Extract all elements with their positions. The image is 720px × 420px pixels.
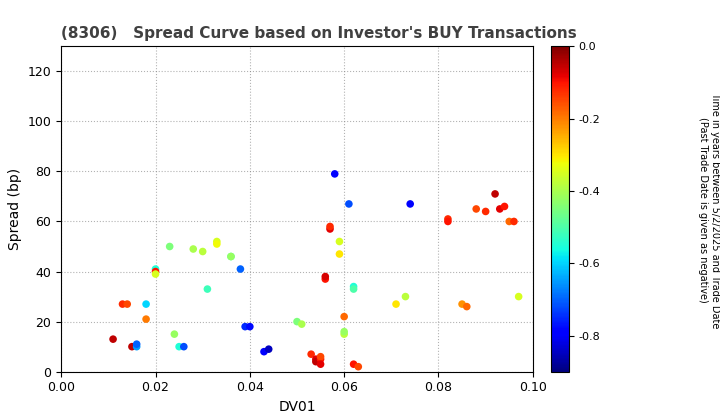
Point bbox=[211, 238, 222, 245]
Point bbox=[343, 201, 355, 207]
Point bbox=[348, 361, 359, 368]
Point bbox=[263, 346, 274, 352]
Point bbox=[150, 268, 161, 275]
Point bbox=[315, 361, 326, 368]
X-axis label: DV01: DV01 bbox=[278, 400, 316, 414]
Point bbox=[178, 343, 189, 350]
Point bbox=[239, 323, 251, 330]
Point bbox=[187, 246, 199, 252]
Text: Time in years between 5/2/2025 and Trade Date
(Past Trade Date is given as negat: Time in years between 5/2/2025 and Trade… bbox=[698, 92, 720, 328]
Point bbox=[333, 238, 345, 245]
Point bbox=[405, 201, 416, 207]
Point bbox=[174, 343, 185, 350]
Point bbox=[150, 266, 161, 273]
Point bbox=[235, 266, 246, 273]
Point bbox=[390, 301, 402, 307]
Point bbox=[244, 323, 256, 330]
Point bbox=[126, 343, 138, 350]
Point bbox=[494, 205, 505, 212]
Point bbox=[400, 293, 411, 300]
Point bbox=[508, 218, 520, 225]
Point bbox=[150, 270, 161, 277]
Point bbox=[202, 286, 213, 292]
Point bbox=[296, 321, 307, 328]
Point bbox=[164, 243, 176, 250]
Point bbox=[490, 191, 501, 197]
Point bbox=[310, 358, 322, 365]
Point bbox=[117, 301, 128, 307]
Point bbox=[470, 205, 482, 212]
Point bbox=[320, 276, 331, 282]
Point bbox=[442, 218, 454, 225]
Point bbox=[140, 301, 152, 307]
Point bbox=[197, 248, 209, 255]
Point bbox=[338, 313, 350, 320]
Point bbox=[315, 353, 326, 360]
Point bbox=[329, 171, 341, 177]
Point bbox=[140, 316, 152, 323]
Point bbox=[353, 363, 364, 370]
Point bbox=[225, 253, 237, 260]
Point bbox=[122, 301, 133, 307]
Y-axis label: Spread (bp): Spread (bp) bbox=[8, 168, 22, 250]
Point bbox=[324, 223, 336, 230]
Point bbox=[131, 341, 143, 347]
Point bbox=[324, 226, 336, 232]
Point bbox=[310, 356, 322, 362]
Point bbox=[348, 286, 359, 292]
Point bbox=[225, 253, 237, 260]
Point bbox=[107, 336, 119, 343]
Point bbox=[503, 218, 515, 225]
Point bbox=[513, 293, 524, 300]
Point bbox=[456, 301, 468, 307]
Text: (8306)   Spread Curve based on Investor's BUY Transactions: (8306) Spread Curve based on Investor's … bbox=[61, 26, 577, 41]
Point bbox=[461, 303, 472, 310]
Point bbox=[305, 351, 317, 357]
Point bbox=[348, 283, 359, 290]
Point bbox=[480, 208, 491, 215]
Point bbox=[258, 348, 270, 355]
Point bbox=[333, 251, 345, 257]
Point bbox=[315, 356, 326, 362]
Point bbox=[131, 343, 143, 350]
Point bbox=[211, 241, 222, 247]
Point bbox=[338, 331, 350, 338]
Point bbox=[291, 318, 303, 325]
Point bbox=[338, 328, 350, 335]
Point bbox=[442, 215, 454, 222]
Point bbox=[499, 203, 510, 210]
Point bbox=[168, 331, 180, 338]
Point bbox=[320, 273, 331, 280]
